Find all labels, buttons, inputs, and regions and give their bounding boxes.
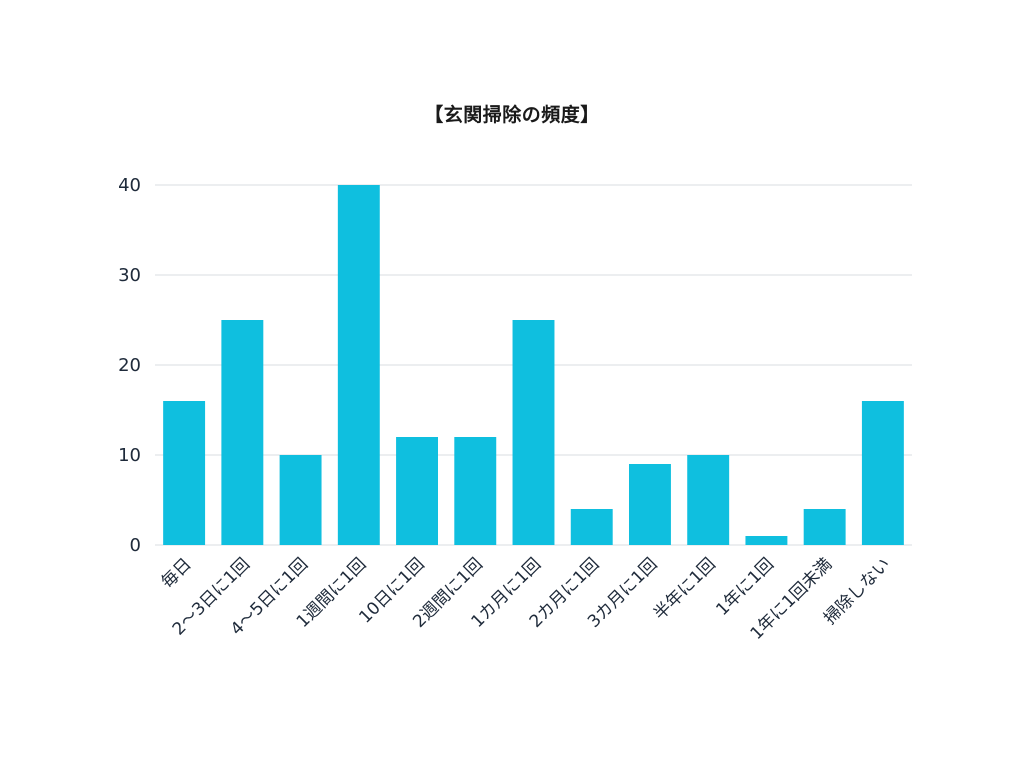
y-tick-label: 40 (118, 175, 141, 196)
bar-4 (396, 437, 439, 545)
bars (163, 185, 904, 545)
bar-6 (512, 320, 555, 545)
x-tick-label: 毎日 (157, 554, 195, 592)
y-tick-label: 10 (118, 445, 141, 466)
bar-12 (861, 401, 904, 545)
bar-9 (687, 455, 730, 545)
chart-title: 【玄関掃除の頻度】 (424, 104, 600, 126)
x-axis-ticks: 毎日2～3日に1回4～5日に1回1週間に1回10日に1回2週間に1回1カ月に1回… (157, 554, 894, 644)
bar-5 (454, 437, 497, 545)
bar-1 (221, 320, 264, 545)
bar-7 (570, 509, 613, 545)
y-axis-ticks: 0 10 20 30 40 (118, 175, 141, 556)
y-tick-label: 20 (118, 355, 141, 376)
bar-8 (628, 464, 671, 545)
x-tick-label: 半年に1回 (650, 554, 720, 624)
y-tick-label: 30 (118, 265, 141, 286)
bar-0 (163, 401, 206, 545)
bar-11 (803, 509, 846, 545)
bar-3 (337, 185, 380, 545)
bar-10 (745, 536, 788, 545)
y-tick-label: 0 (130, 535, 141, 556)
bar-2 (279, 455, 322, 545)
